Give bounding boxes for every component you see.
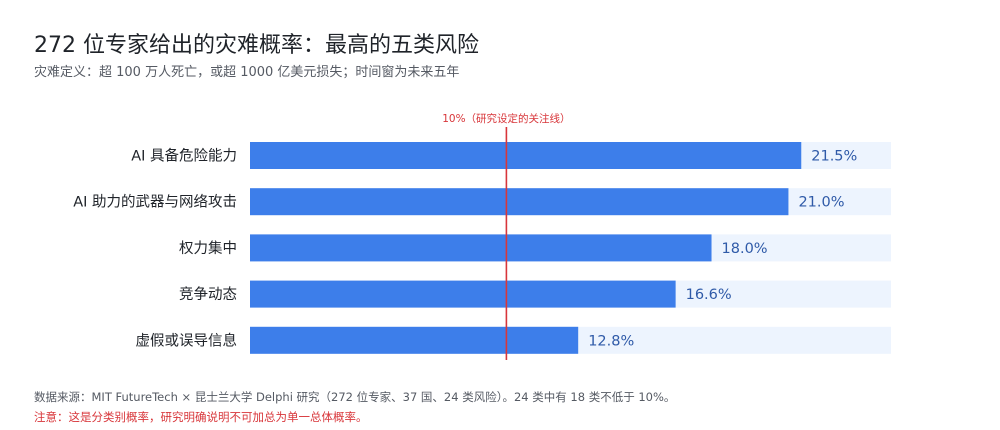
- category-label: 竞争动态: [179, 285, 237, 303]
- value-label: 21.5%: [811, 149, 857, 165]
- category-label: 虚假或误导信息: [136, 332, 238, 349]
- source-note: 数据来源：MIT FutureTech × 昆士兰大学 Delphi 研究（27…: [34, 390, 676, 404]
- reference-line-label: 10%（研究设定的关注线）: [442, 112, 570, 125]
- caution-note: 注意：这是分类别概率，研究明确说明不可加总为单一总体概率。: [34, 410, 368, 424]
- value-label: 18.0%: [722, 241, 768, 257]
- bar: [250, 234, 712, 262]
- chart-title: 272 位专家给出的灾难概率：最高的五类风险: [34, 33, 479, 58]
- category-label: AI 具备危险能力: [131, 148, 237, 165]
- bar: [250, 142, 802, 169]
- value-label: 16.6%: [686, 287, 732, 303]
- value-label: 12.8%: [588, 333, 634, 349]
- value-label: 21.0%: [798, 195, 844, 211]
- bar: [250, 326, 579, 354]
- category-label: AI 助力的武器与网络攻击: [73, 194, 237, 211]
- chart-subtitle: 灾难定义：超 100 万人死亡，或超 1000 亿美元损失；时间窗为未来五年: [34, 65, 460, 80]
- category-label: 权力集中: [179, 240, 237, 257]
- bar: [250, 280, 676, 308]
- bar: [250, 188, 789, 216]
